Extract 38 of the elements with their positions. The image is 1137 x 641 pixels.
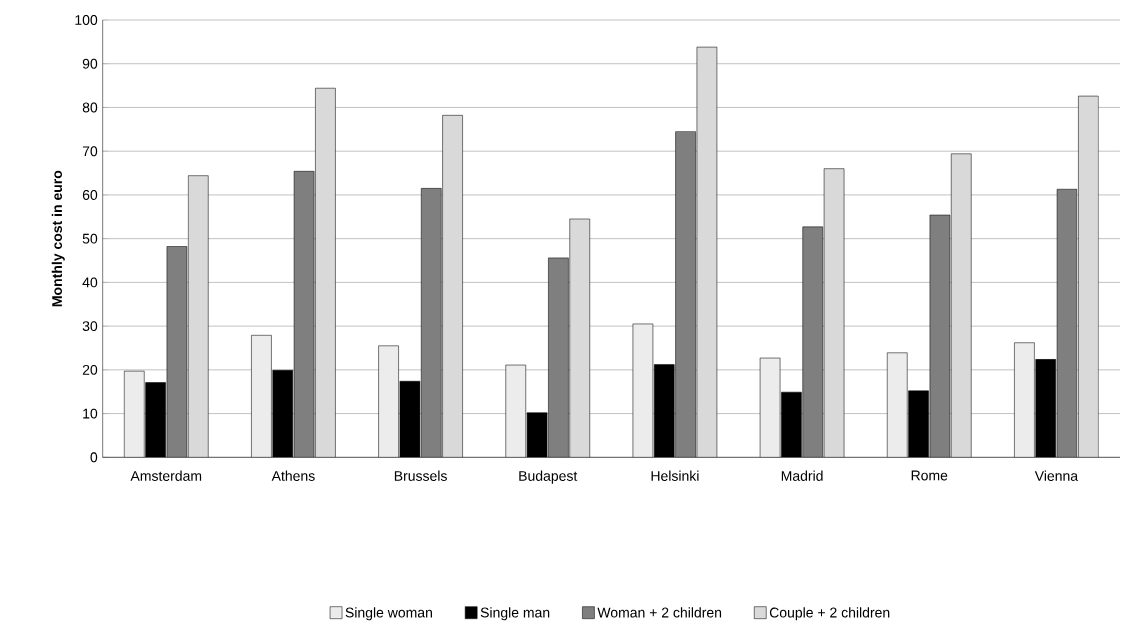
bar xyxy=(188,175,209,458)
bar xyxy=(442,115,463,458)
legend-label: Single woman xyxy=(345,607,432,621)
bar xyxy=(505,365,526,458)
x-tick-label: Athens xyxy=(271,470,315,481)
y-tick-label: 80 xyxy=(82,102,98,113)
bar xyxy=(251,335,272,458)
bar xyxy=(378,345,399,458)
legend-label: Woman + 2 children xyxy=(597,607,722,618)
x-tick-label: Budapest xyxy=(519,470,578,484)
y-tick-label: 20 xyxy=(82,364,98,375)
bar xyxy=(124,371,145,458)
y-tick-label: 40 xyxy=(82,277,98,288)
x-tick-label: Helsinki xyxy=(651,470,699,481)
legend-label: Single man xyxy=(480,607,550,621)
x-tick-label: Amsterdam xyxy=(130,470,202,481)
y-tick-label: 0 xyxy=(90,452,98,463)
y-tick-label: 60 xyxy=(82,189,98,200)
x-tick-label: Madrid xyxy=(781,470,823,481)
y-tick-label: 10 xyxy=(83,408,98,419)
y-tick-label: 70 xyxy=(82,146,98,157)
y-tick-label: 100 xyxy=(75,15,98,25)
x-tick-label: Rome xyxy=(911,470,948,481)
bar xyxy=(887,352,908,458)
legend-label: Couple + 2 children xyxy=(769,607,890,621)
y-tick-label: 30 xyxy=(82,321,98,332)
bar xyxy=(951,153,972,458)
bar xyxy=(315,88,336,458)
y-tick-label: 50 xyxy=(82,233,98,244)
bar xyxy=(569,218,590,458)
bar xyxy=(1078,95,1099,458)
y-tick-label: 90 xyxy=(82,58,98,69)
x-tick-label: Brussels xyxy=(394,470,447,481)
bar xyxy=(824,168,845,458)
y-axis-title: Monthly cost in euro xyxy=(51,170,65,307)
bar xyxy=(1014,342,1035,458)
x-tick-label: Vienna xyxy=(1034,470,1079,481)
bar xyxy=(696,47,717,458)
